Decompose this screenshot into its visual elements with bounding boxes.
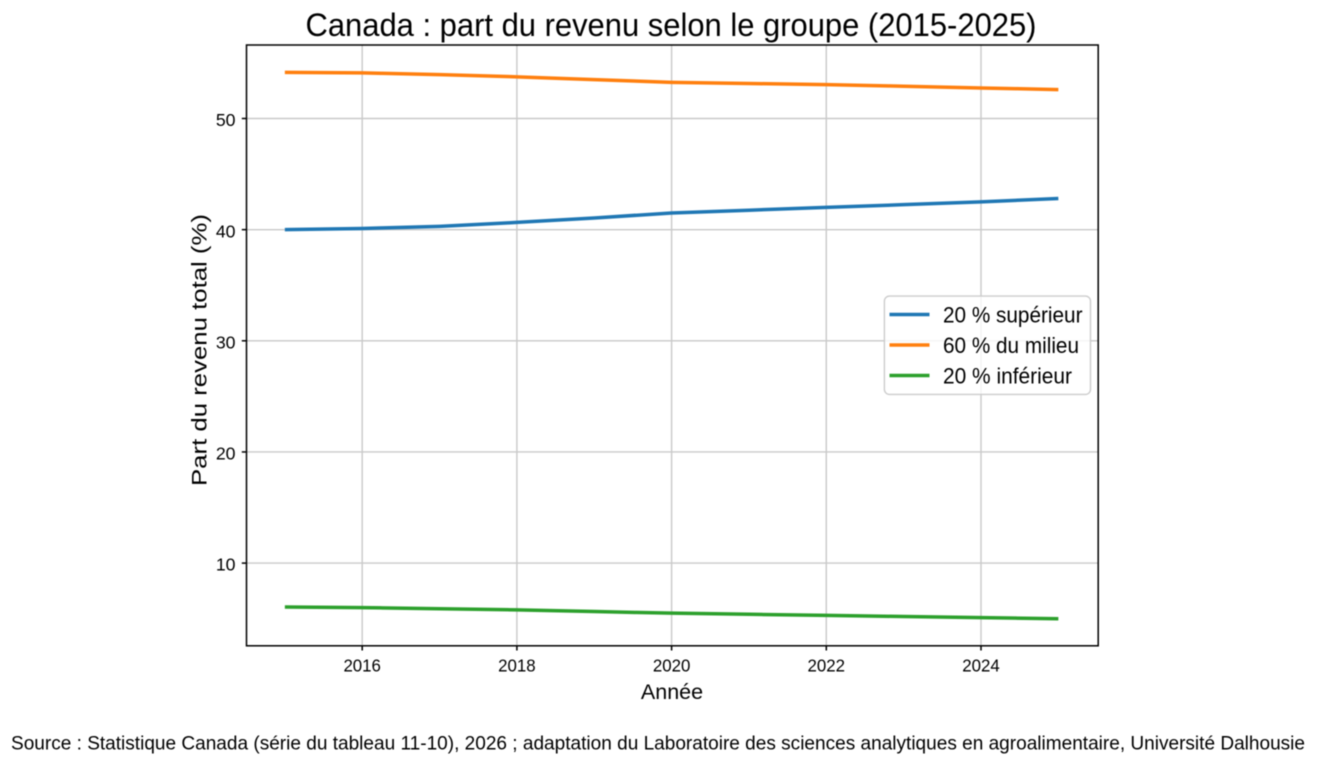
svg-text:2018: 2018 <box>498 656 536 676</box>
svg-text:Année: Année <box>641 680 703 704</box>
svg-text:50: 50 <box>216 110 236 130</box>
svg-text:Part du revenu total (%): Part du revenu total (%) <box>188 214 212 486</box>
svg-text:20 % supérieur: 20 % supérieur <box>943 302 1083 327</box>
svg-text:30: 30 <box>216 332 236 352</box>
svg-text:20 % inférieur: 20 % inférieur <box>943 363 1072 388</box>
svg-text:10: 10 <box>216 555 236 575</box>
svg-text:60 % du milieu: 60 % du milieu <box>943 333 1079 358</box>
svg-text:20: 20 <box>216 444 236 464</box>
svg-text:Source : Statistique Canada (s: Source : Statistique Canada (série du ta… <box>11 734 1305 755</box>
svg-text:2024: 2024 <box>962 656 1000 676</box>
svg-text:Canada : part du revenu selon: Canada : part du revenu selon le groupe … <box>306 7 1037 43</box>
svg-text:40: 40 <box>216 221 236 241</box>
svg-text:2022: 2022 <box>808 656 846 676</box>
svg-text:2020: 2020 <box>653 656 691 676</box>
svg-text:2016: 2016 <box>343 656 381 676</box>
